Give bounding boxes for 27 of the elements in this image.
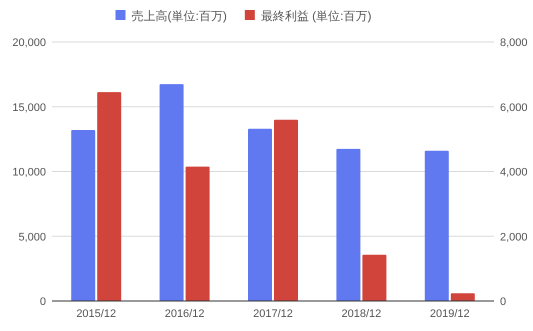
x-tick-label: 2018/12 xyxy=(342,308,382,320)
x-tick-label: 2017/12 xyxy=(253,308,293,320)
y-tick-label: 20,000 xyxy=(12,37,46,49)
y-tick-label: 5,000 xyxy=(18,231,46,244)
bar xyxy=(424,150,449,301)
bar xyxy=(274,120,298,301)
y2-tick-label: 2,000 xyxy=(500,231,528,244)
x-tick-label: 2019/12 xyxy=(430,308,470,320)
y2-tick-label: 0 xyxy=(500,296,506,308)
x-tick-label: 2015/12 xyxy=(76,308,116,320)
bar xyxy=(186,166,210,301)
bar xyxy=(160,84,184,301)
y2-tick-label: 4,000 xyxy=(500,166,528,178)
legend-label: 売上高(単位:百万) xyxy=(132,9,227,23)
legend-label: 最終利益 (単位:百万) xyxy=(260,9,372,23)
bar xyxy=(71,130,96,301)
y2-tick-label: 8,000 xyxy=(500,37,528,49)
bar xyxy=(362,254,386,301)
y-tick-label: 10,000 xyxy=(12,166,46,178)
y2-tick-label: 6,000 xyxy=(500,102,528,114)
y-tick-label: 0 xyxy=(40,296,46,308)
y-tick-label: 15,000 xyxy=(12,102,46,114)
bar xyxy=(450,293,475,301)
x-tick-label: 2016/12 xyxy=(164,308,204,320)
bar xyxy=(336,148,360,301)
bar xyxy=(248,128,272,301)
bar xyxy=(97,92,122,301)
